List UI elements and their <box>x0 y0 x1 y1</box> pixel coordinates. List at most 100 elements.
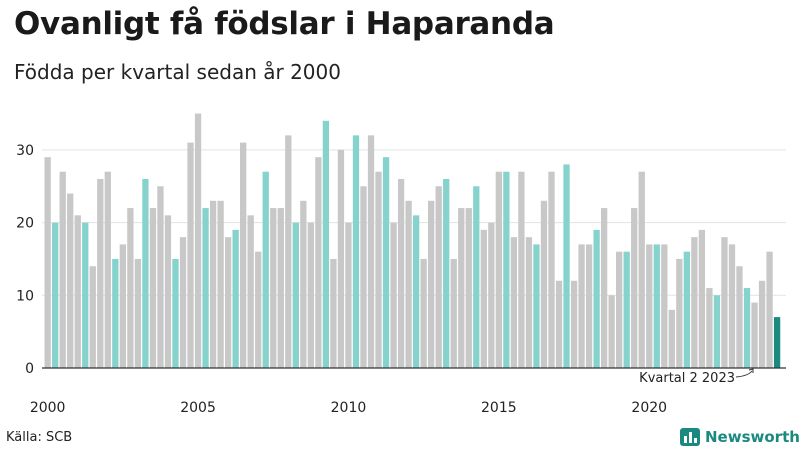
bar <box>736 266 743 368</box>
bar <box>382 157 390 368</box>
bar <box>270 208 277 368</box>
chart-title: Ovanligt få födslar i Haparanda <box>14 6 555 42</box>
bar <box>631 208 638 368</box>
bar <box>450 258 457 368</box>
bar <box>525 237 533 368</box>
bar <box>578 244 585 368</box>
bar <box>751 302 758 368</box>
bar <box>164 215 172 368</box>
bar <box>104 171 111 368</box>
bar <box>82 222 89 368</box>
bar <box>89 266 96 368</box>
bar <box>728 244 736 368</box>
bar-chart-logo-icon <box>680 428 700 446</box>
bar <box>766 251 773 368</box>
bar <box>292 222 299 368</box>
bar <box>44 157 51 368</box>
bar <box>443 178 450 368</box>
bar <box>59 171 66 368</box>
bar <box>307 222 314 368</box>
bar <box>112 258 119 368</box>
bar <box>352 135 360 368</box>
bar <box>698 229 706 368</box>
bar <box>52 222 59 368</box>
x-tick-label: 2010 <box>331 400 367 416</box>
bar <box>405 200 412 368</box>
bar <box>623 251 630 368</box>
bar <box>247 215 254 368</box>
annotation-arrow <box>735 370 753 378</box>
source-note: Källa: SCB <box>6 430 73 445</box>
annotation-label: Kvartal 2 2023 <box>639 371 735 386</box>
bar <box>315 157 322 368</box>
bar <box>616 251 623 368</box>
bar <box>360 186 367 368</box>
bar <box>713 295 721 368</box>
bar <box>67 193 74 368</box>
bar <box>330 258 337 368</box>
y-tick-label: 20 <box>16 216 34 232</box>
bar <box>224 237 232 368</box>
bar <box>758 280 766 368</box>
bar <box>179 237 187 368</box>
bar <box>255 251 262 368</box>
bar <box>773 317 781 368</box>
bar <box>570 280 578 368</box>
bar <box>540 200 548 368</box>
y-tick-label: 30 <box>16 143 34 159</box>
bar <box>127 208 134 368</box>
chart-subtitle: Födda per kvartal sedan år 2000 <box>14 60 341 84</box>
bar <box>743 288 751 368</box>
bar <box>683 251 690 368</box>
bar <box>217 200 224 368</box>
bar <box>435 186 442 368</box>
y-tick-label: 0 <box>25 361 34 377</box>
bar <box>585 244 593 368</box>
bar <box>232 229 239 368</box>
bar <box>638 171 645 368</box>
bar <box>510 237 518 368</box>
bar <box>548 171 555 368</box>
bar <box>473 186 480 368</box>
bar <box>119 244 126 368</box>
bar <box>375 171 382 368</box>
bar <box>563 164 570 368</box>
bar <box>503 171 510 368</box>
x-tick-label: 2015 <box>481 400 517 416</box>
bar <box>555 280 563 368</box>
bar <box>390 222 397 368</box>
bar <box>420 258 427 368</box>
bar <box>262 171 269 368</box>
bar <box>345 222 352 368</box>
bar <box>676 258 683 368</box>
bar <box>172 258 179 368</box>
bar <box>600 208 608 368</box>
bar <box>721 237 728 368</box>
x-tick-label: 2005 <box>180 400 216 416</box>
bar <box>149 208 157 368</box>
bar <box>277 208 284 368</box>
bar <box>285 135 292 368</box>
annotation-arrowhead <box>748 368 754 373</box>
bar <box>518 171 525 368</box>
bar <box>157 186 164 368</box>
bar <box>240 142 247 368</box>
bar <box>668 309 675 368</box>
bar <box>134 258 142 368</box>
bar <box>661 244 668 368</box>
brand-logo: Newsworthy <box>680 428 800 446</box>
bar <box>465 208 472 368</box>
y-tick-label: 10 <box>16 288 34 304</box>
bar <box>495 171 502 368</box>
bar <box>322 120 330 368</box>
bar <box>608 295 615 368</box>
bar <box>488 222 495 368</box>
bar <box>480 229 487 368</box>
bar <box>209 200 217 368</box>
bar <box>533 244 540 368</box>
bar <box>653 244 660 368</box>
bar <box>187 142 194 368</box>
bar <box>412 215 420 368</box>
bar <box>428 200 435 368</box>
